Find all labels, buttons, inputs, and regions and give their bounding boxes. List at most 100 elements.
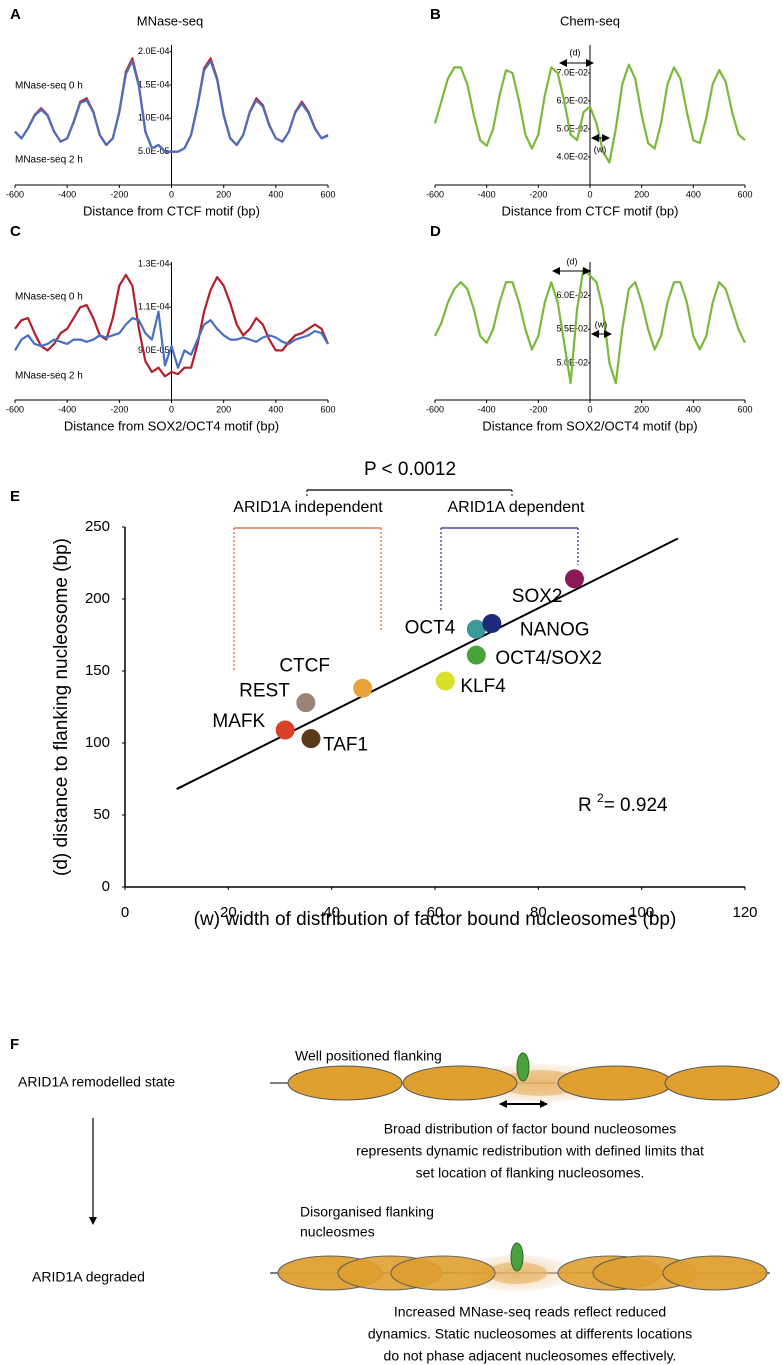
nucleosome [287, 1065, 403, 1101]
x-tick-label: 200 [634, 189, 649, 199]
point-label: CTCF [279, 655, 330, 676]
y-tick-label: 150 [85, 662, 110, 679]
x-tick-label: 0 [169, 189, 174, 199]
factor [516, 1052, 530, 1082]
panel-letter: A [10, 6, 21, 23]
label: Disorganised flanking [300, 1204, 434, 1220]
r-squared-part: R [578, 795, 597, 816]
text: represents dynamic redistribution with d… [356, 1143, 704, 1159]
x-tick-label: 600 [737, 189, 752, 199]
point [301, 729, 321, 749]
y-tick-label: 6.0E-02 [556, 95, 588, 105]
y-tick-label: 5.0E-02 [556, 123, 588, 133]
legend-label: MNase-seq 0 h [15, 81, 83, 92]
text: set location of flanking nucleosomes. [416, 1165, 645, 1181]
x-tick-label: -200 [529, 404, 547, 414]
point-label: TAF1 [323, 735, 368, 756]
panel-letter: D [430, 223, 441, 240]
x-tick-label: 40 [323, 904, 340, 921]
y-tick-label: 1.1E-04 [138, 302, 170, 312]
fit-line [176, 537, 679, 790]
r-squared-part: = 0.924 [604, 795, 668, 816]
annotation: (d) [570, 47, 581, 57]
panel-letter: C [10, 223, 21, 240]
point [466, 645, 486, 665]
series-line [14, 59, 329, 153]
x-tick-label: 0 [169, 404, 174, 414]
y-tick-label: 5.5E-02 [556, 324, 588, 334]
r-squared-part: 2 [597, 791, 604, 805]
nucleosome [557, 1065, 673, 1101]
r-squared: R 2= 0.924 [578, 791, 668, 816]
point [353, 678, 373, 698]
point [296, 693, 316, 713]
point-label: OCT4 [405, 617, 456, 638]
p-value: P < 0.0012 [364, 459, 456, 480]
x-tick-label: -400 [478, 189, 496, 199]
nucleosome [664, 1065, 780, 1101]
chart-title: MNase-seq [137, 13, 203, 28]
point-label: NANOG [520, 619, 590, 640]
text: Increased MNase-seq reads reflect reduce… [394, 1304, 666, 1320]
chart-title: Chem-seq [560, 13, 620, 28]
x-axis-label: Distance from CTCF motif (bp) [83, 203, 260, 218]
annotation: (d) [567, 256, 578, 266]
series-line [434, 267, 746, 385]
x-tick-label: 80 [530, 904, 547, 921]
y-tick-label: 5.0E-05 [138, 146, 170, 156]
legend-label: MNase-seq 2 h [15, 371, 83, 382]
annotation: (w) [594, 144, 607, 154]
legend-label: MNase-seq 0 h [15, 292, 83, 303]
y-tick-label: 200 [85, 590, 110, 607]
text: dynamics. Static nucleosomes at differen… [368, 1326, 692, 1342]
x-tick-label: 0 [121, 904, 129, 921]
panel-letter: F [10, 1036, 19, 1053]
y-tick-label: 2.0E-04 [138, 46, 170, 56]
y-tick-label: 9.0E-05 [138, 345, 170, 355]
state-label: ARID1A remodelled state [18, 1074, 175, 1090]
x-tick-label: 0 [587, 404, 592, 414]
point-label: REST [239, 681, 290, 702]
y-tick-label: 1.5E-04 [138, 79, 170, 89]
nucleosome [402, 1065, 518, 1101]
point [435, 671, 455, 691]
series-line [14, 310, 329, 369]
annotation: (w) [595, 319, 608, 329]
group-label: ARID1A dependent [448, 499, 586, 516]
x-axis-label: Distance from CTCF motif (bp) [502, 203, 679, 218]
x-tick-label: -200 [110, 189, 128, 199]
point-label: KLF4 [460, 676, 506, 697]
x-tick-label: 20 [220, 904, 237, 921]
x-tick-label: 400 [686, 189, 701, 199]
x-tick-label: -400 [58, 189, 76, 199]
y-tick-label: 100 [85, 734, 110, 751]
x-tick-label: -600 [426, 189, 444, 199]
x-tick-label: 120 [732, 904, 757, 921]
x-tick-label: 0 [587, 189, 592, 199]
point [565, 569, 584, 589]
legend-label: MNase-seq 2 h [15, 155, 83, 166]
x-tick-label: 400 [268, 404, 283, 414]
nucleosome [662, 1255, 768, 1291]
y-tick-label: 50 [93, 806, 110, 823]
x-tick-label: -400 [58, 404, 76, 414]
x-axis-label: Distance from SOX2/OCT4 motif (bp) [64, 418, 279, 433]
factor [510, 1242, 524, 1272]
panel-letter: B [430, 6, 441, 23]
group-label: ARID1A independent [233, 499, 383, 516]
x-tick-label: 600 [320, 189, 335, 199]
x-tick-label: -400 [478, 404, 496, 414]
x-tick-label: -600 [6, 189, 24, 199]
x-axis-label: Distance from SOX2/OCT4 motif (bp) [482, 418, 697, 433]
y-tick-label: 4.0E-02 [556, 151, 588, 161]
x-tick-label: -600 [6, 404, 24, 414]
x-tick-label: 600 [320, 404, 335, 414]
x-tick-label: 100 [629, 904, 654, 921]
series-line [14, 273, 330, 378]
y-tick-label: 1.3E-04 [138, 259, 170, 269]
x-tick-label: -600 [426, 404, 444, 414]
x-axis-label: (w) width of distribution of factor boun… [194, 909, 677, 930]
y-tick-label: 250 [85, 518, 110, 535]
x-tick-label: -200 [529, 189, 547, 199]
